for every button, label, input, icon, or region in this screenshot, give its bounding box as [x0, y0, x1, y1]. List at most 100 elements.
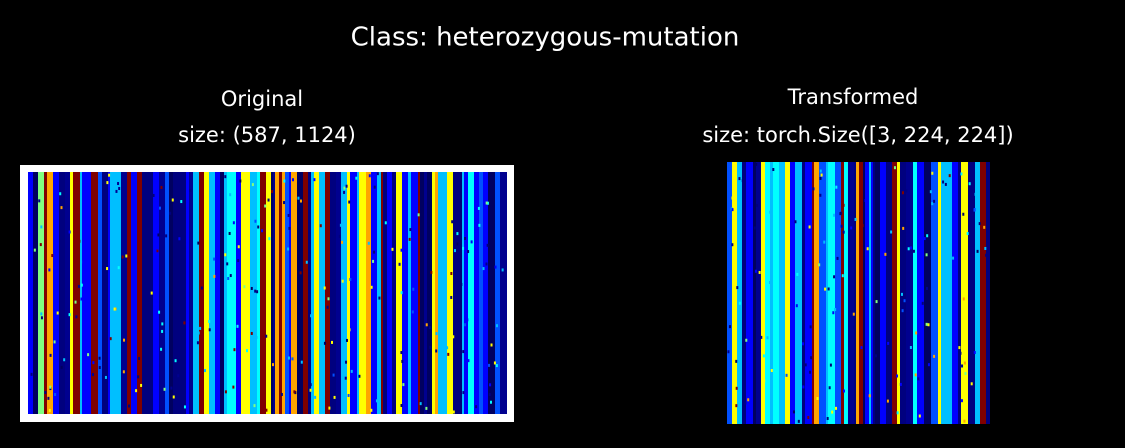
- stripe: [408, 172, 411, 414]
- stripe: [319, 172, 325, 414]
- speck: [832, 311, 835, 315]
- stripe: [812, 162, 814, 424]
- speck: [293, 390, 296, 394]
- speck: [49, 353, 52, 357]
- speck: [400, 403, 403, 407]
- speck: [985, 253, 988, 257]
- stripe: [913, 162, 917, 424]
- speck: [213, 257, 216, 261]
- stripe: [247, 172, 250, 414]
- speck: [40, 225, 43, 229]
- speck: [447, 352, 450, 356]
- speck: [189, 188, 192, 192]
- stripe: [892, 162, 897, 424]
- stripe: [814, 162, 819, 424]
- speck: [171, 198, 174, 202]
- speck: [344, 376, 347, 380]
- speck: [501, 268, 504, 272]
- speck: [156, 249, 159, 253]
- speck: [128, 404, 131, 408]
- speck: [339, 223, 342, 227]
- stripe: [282, 172, 285, 414]
- speck: [288, 226, 291, 230]
- stripe: [488, 172, 495, 414]
- speck: [123, 338, 126, 342]
- stripe: [917, 162, 924, 424]
- stripe: [88, 172, 91, 414]
- speck: [868, 394, 871, 398]
- speck: [960, 172, 963, 176]
- speck: [886, 399, 889, 403]
- stripe: [387, 172, 392, 414]
- speck: [412, 287, 415, 291]
- speck: [973, 351, 976, 355]
- stripe: [285, 172, 289, 414]
- speck: [196, 341, 199, 345]
- speck: [921, 301, 924, 305]
- speck: [397, 338, 400, 342]
- speck: [345, 184, 348, 188]
- stripe: [802, 162, 805, 424]
- speck: [829, 363, 832, 367]
- speck: [109, 337, 112, 341]
- stripe: [790, 162, 793, 424]
- speck: [117, 182, 120, 186]
- speck: [964, 371, 967, 375]
- speck: [49, 385, 52, 389]
- speck: [272, 363, 275, 367]
- stripe: [965, 162, 968, 424]
- speck: [150, 291, 153, 295]
- speck: [183, 173, 186, 177]
- speck: [117, 266, 120, 270]
- speck: [255, 335, 258, 339]
- stripe: [835, 162, 841, 424]
- speck: [268, 237, 271, 241]
- stripe: [464, 172, 468, 414]
- speck: [233, 348, 236, 352]
- stripe: [354, 172, 357, 414]
- stripe: [314, 172, 319, 414]
- speck: [820, 173, 823, 177]
- speck: [933, 354, 936, 358]
- speck: [453, 249, 456, 253]
- speck: [283, 179, 286, 183]
- speck: [731, 208, 734, 212]
- speck: [121, 255, 124, 259]
- speck: [466, 318, 469, 322]
- speck: [875, 300, 878, 304]
- speck: [116, 322, 119, 326]
- speck: [963, 419, 966, 423]
- speck: [409, 228, 412, 232]
- speck: [450, 272, 453, 276]
- speck: [159, 206, 162, 210]
- speck: [435, 349, 438, 353]
- speck: [161, 329, 164, 333]
- speck: [372, 259, 375, 263]
- stripe: [260, 172, 266, 414]
- speck: [425, 406, 428, 410]
- stripe: [897, 162, 900, 424]
- speck: [283, 201, 286, 205]
- stripe: [828, 162, 835, 424]
- stripe: [432, 172, 435, 414]
- stripe: [44, 172, 47, 414]
- speck: [60, 365, 63, 369]
- stripe: [102, 172, 108, 414]
- stripe: [805, 162, 812, 424]
- speck: [905, 189, 908, 193]
- stripe: [234, 172, 236, 414]
- speck: [494, 265, 497, 269]
- speck: [345, 338, 348, 342]
- stripe: [173, 172, 177, 414]
- stripe: [875, 162, 880, 424]
- stripe: [108, 172, 110, 414]
- speck: [63, 358, 66, 362]
- speck: [795, 304, 798, 308]
- speck: [243, 285, 246, 289]
- speck: [323, 286, 326, 290]
- stripe: [275, 172, 279, 414]
- speck: [962, 212, 965, 216]
- stripe: [438, 172, 441, 414]
- stripe: [297, 172, 303, 414]
